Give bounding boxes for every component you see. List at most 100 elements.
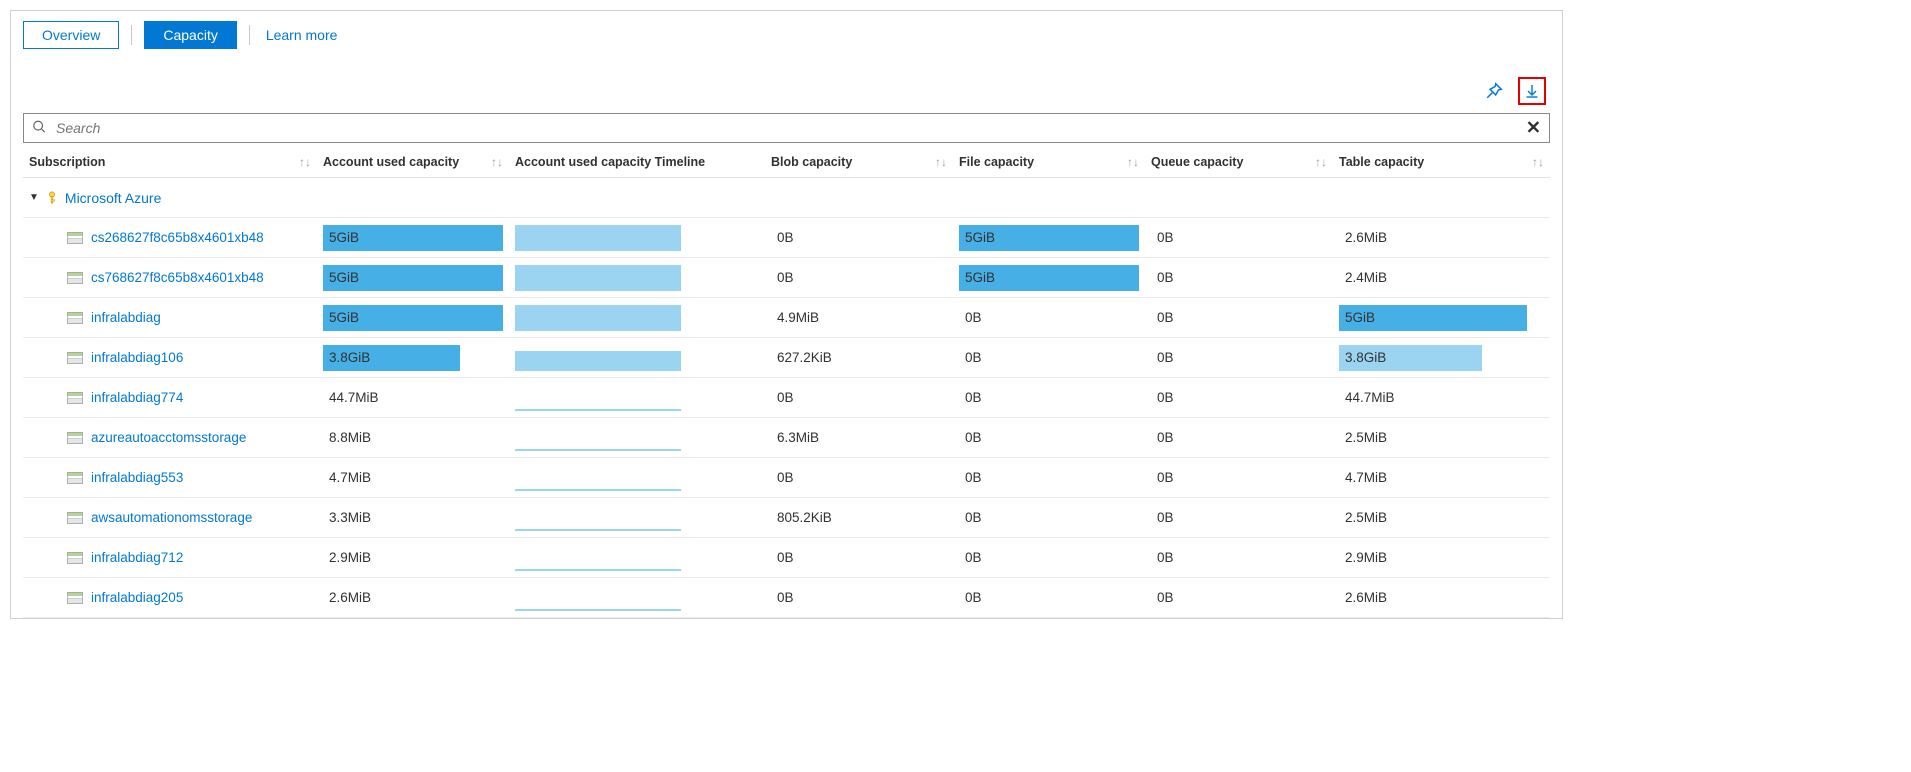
col-header-label: Account used capacity — [323, 155, 459, 169]
capacity-value: 805.2KiB — [771, 510, 832, 525]
col-header-file[interactable]: File capacity ↑↓ — [953, 155, 1145, 169]
file-capacity-cell: 0B — [953, 378, 1145, 417]
blob-capacity-cell: 627.2KiB — [765, 338, 953, 377]
account-cell[interactable]: cs768627f8c65b8x4601xb48 — [23, 258, 317, 297]
file-capacity-cell: 0B — [953, 298, 1145, 337]
table-capacity-cell: 4.7MiB — [1333, 458, 1550, 497]
account-cell[interactable]: infralabdiag712 — [23, 538, 317, 577]
capacity-value: 2.6MiB — [323, 590, 371, 605]
timeline-cell — [509, 258, 765, 297]
table-row: infralabdiag2052.6MiB0B0B0B2.6MiB — [23, 578, 1550, 618]
blob-capacity-cell: 6.3MiB — [765, 418, 953, 457]
sort-icon: ↑↓ — [299, 155, 311, 169]
download-button[interactable] — [1518, 77, 1546, 105]
pin-button[interactable] — [1480, 77, 1508, 105]
tab-overview[interactable]: Overview — [23, 21, 119, 49]
subscription-group-row[interactable]: ▼ Microsoft Azure — [23, 178, 1550, 218]
table-capacity-cell: 44.7MiB — [1333, 378, 1550, 417]
account-cell[interactable]: infralabdiag205 — [23, 578, 317, 617]
col-header-blob[interactable]: Blob capacity ↑↓ — [765, 155, 953, 169]
account-cell[interactable]: infralabdiag — [23, 298, 317, 337]
account-cell[interactable]: awsautomationomsstorage — [23, 498, 317, 537]
file-capacity-cell: 0B — [953, 338, 1145, 377]
col-header-subscription[interactable]: Subscription ↑↓ — [23, 155, 317, 169]
capacity-value: 0B — [1151, 350, 1174, 365]
account-cell[interactable]: cs268627f8c65b8x4601xb48 — [23, 218, 317, 257]
capacity-value: 0B — [771, 590, 794, 605]
file-capacity-cell: 0B — [953, 538, 1145, 577]
queue-capacity-cell: 0B — [1145, 458, 1333, 497]
col-header-table[interactable]: Table capacity ↑↓ — [1333, 155, 1550, 169]
account-cell[interactable]: azureautoacctomsstorage — [23, 418, 317, 457]
capacity-value: 5GiB — [323, 230, 359, 245]
capacity-value: 2.5MiB — [1339, 430, 1387, 445]
key-icon — [45, 191, 59, 205]
storage-account-icon — [67, 552, 83, 564]
account-cell[interactable]: infralabdiag774 — [23, 378, 317, 417]
account-name: awsautomationomsstorage — [91, 510, 252, 525]
used-capacity-cell: 5GiB — [317, 298, 509, 337]
capacity-value: 3.8GiB — [323, 350, 370, 365]
used-capacity-cell: 4.7MiB — [317, 458, 509, 497]
table-capacity-cell: 2.6MiB — [1333, 218, 1550, 257]
capacity-value: 627.2KiB — [771, 350, 832, 365]
account-name: cs768627f8c65b8x4601xb48 — [91, 270, 264, 285]
table-row: awsautomationomsstorage3.3MiB805.2KiB0B0… — [23, 498, 1550, 538]
search-input[interactable] — [54, 119, 1519, 137]
capacity-value: 0B — [1151, 230, 1174, 245]
timeline-cell — [509, 378, 765, 417]
capacity-value: 0B — [959, 550, 982, 565]
storage-account-icon — [67, 432, 83, 444]
account-cell[interactable]: infralabdiag553 — [23, 458, 317, 497]
capacity-value: 0B — [1151, 390, 1174, 405]
pin-icon — [1485, 82, 1503, 100]
search-box[interactable]: ✕ — [23, 113, 1550, 143]
col-header-label: Subscription — [29, 155, 105, 169]
capacity-value: 2.5MiB — [1339, 510, 1387, 525]
col-header-label: Account used capacity Timeline — [515, 155, 705, 169]
capacity-value: 0B — [1151, 510, 1174, 525]
capacity-value: 2.9MiB — [323, 550, 371, 565]
queue-capacity-cell: 0B — [1145, 258, 1333, 297]
table-capacity-cell: 2.9MiB — [1333, 538, 1550, 577]
capacity-value: 44.7MiB — [1339, 390, 1395, 405]
capacity-value: 0B — [959, 310, 982, 325]
capacity-value: 0B — [1151, 270, 1174, 285]
timeline-cell — [509, 538, 765, 577]
col-header-queue[interactable]: Queue capacity ↑↓ — [1145, 155, 1333, 169]
capacity-value: 3.8GiB — [1339, 350, 1386, 365]
storage-account-icon — [67, 232, 83, 244]
account-cell[interactable]: infralabdiag106 — [23, 338, 317, 377]
account-name: cs268627f8c65b8x4601xb48 — [91, 230, 264, 245]
col-header-account-used[interactable]: Account used capacity ↑↓ — [317, 155, 509, 169]
table-row: infralabdiag7122.9MiB0B0B0B2.9MiB — [23, 538, 1550, 578]
capacity-value: 0B — [771, 230, 794, 245]
blob-capacity-cell: 4.9MiB — [765, 298, 953, 337]
used-capacity-cell: 2.9MiB — [317, 538, 509, 577]
capacity-value: 5GiB — [959, 270, 995, 285]
storage-account-icon — [67, 392, 83, 404]
capacity-value: 0B — [959, 510, 982, 525]
capacity-value: 2.6MiB — [1339, 590, 1387, 605]
tab-capacity[interactable]: Capacity — [144, 21, 236, 49]
blob-capacity-cell: 0B — [765, 458, 953, 497]
capacity-value: 0B — [959, 590, 982, 605]
capacity-value: 4.7MiB — [323, 470, 371, 485]
table-row: infralabdiag106 3.8GiB 627.2KiB 0B 0B 3.8GiB — [23, 338, 1550, 378]
capacity-value: 5GiB — [959, 230, 995, 245]
clear-search-icon[interactable]: ✕ — [1526, 118, 1541, 139]
used-capacity-cell: 5GiB — [317, 218, 509, 257]
capacity-value: 44.7MiB — [323, 390, 379, 405]
account-name: azureautoacctomsstorage — [91, 430, 246, 445]
download-icon — [1524, 83, 1540, 99]
capacity-value: 4.7MiB — [1339, 470, 1387, 485]
table-capacity-cell: 2.4MiB — [1333, 258, 1550, 297]
file-capacity-cell: 5GiB — [953, 218, 1145, 257]
col-header-timeline[interactable]: Account used capacity Timeline — [509, 155, 765, 169]
learn-more-link[interactable]: Learn more — [266, 27, 338, 43]
account-name: infralabdiag774 — [91, 390, 183, 405]
capacity-value: 5GiB — [323, 270, 359, 285]
rows-container: cs268627f8c65b8x4601xb48 5GiB 0B 5GiB 0B 2.6M… — [23, 218, 1550, 618]
table-capacity-cell: 5GiB — [1333, 298, 1550, 337]
col-header-label: File capacity — [959, 155, 1034, 169]
